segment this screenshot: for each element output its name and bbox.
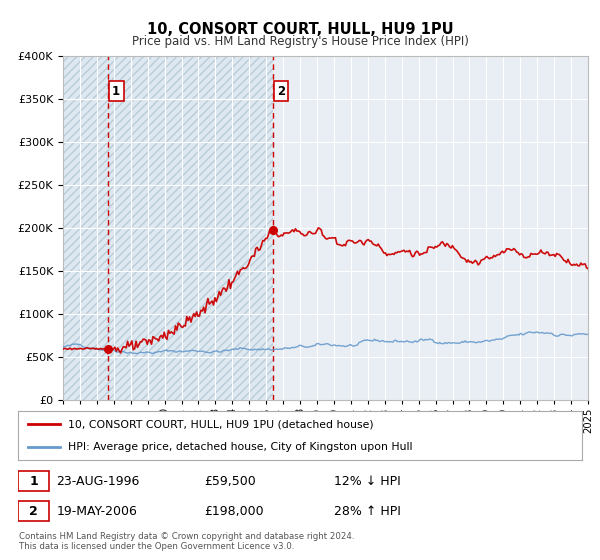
Text: £198,000: £198,000 [204, 505, 264, 518]
Text: HPI: Average price, detached house, City of Kingston upon Hull: HPI: Average price, detached house, City… [68, 442, 412, 452]
Text: 12% ↓ HPI: 12% ↓ HPI [334, 475, 401, 488]
FancyBboxPatch shape [18, 501, 49, 521]
Text: 10, CONSORT COURT, HULL, HU9 1PU (detached house): 10, CONSORT COURT, HULL, HU9 1PU (detach… [68, 419, 373, 430]
Text: 1: 1 [112, 85, 120, 98]
Text: 10, CONSORT COURT, HULL, HU9 1PU: 10, CONSORT COURT, HULL, HU9 1PU [146, 22, 454, 38]
Text: £59,500: £59,500 [204, 475, 256, 488]
Text: 23-AUG-1996: 23-AUG-1996 [56, 475, 140, 488]
Text: 28% ↑ HPI: 28% ↑ HPI [334, 505, 401, 518]
Bar [63, 56, 108, 400]
Text: Price paid vs. HM Land Registry's House Price Index (HPI): Price paid vs. HM Land Registry's House … [131, 35, 469, 48]
Text: 19-MAY-2006: 19-MAY-2006 [56, 505, 137, 518]
FancyBboxPatch shape [18, 471, 49, 491]
Text: 2: 2 [29, 505, 38, 518]
Text: Contains HM Land Registry data © Crown copyright and database right 2024.: Contains HM Land Registry data © Crown c… [19, 532, 355, 541]
Text: 1: 1 [29, 475, 38, 488]
Bar [108, 56, 272, 400]
Text: This data is licensed under the Open Government Licence v3.0.: This data is licensed under the Open Gov… [19, 542, 295, 551]
Text: 2: 2 [277, 85, 285, 98]
